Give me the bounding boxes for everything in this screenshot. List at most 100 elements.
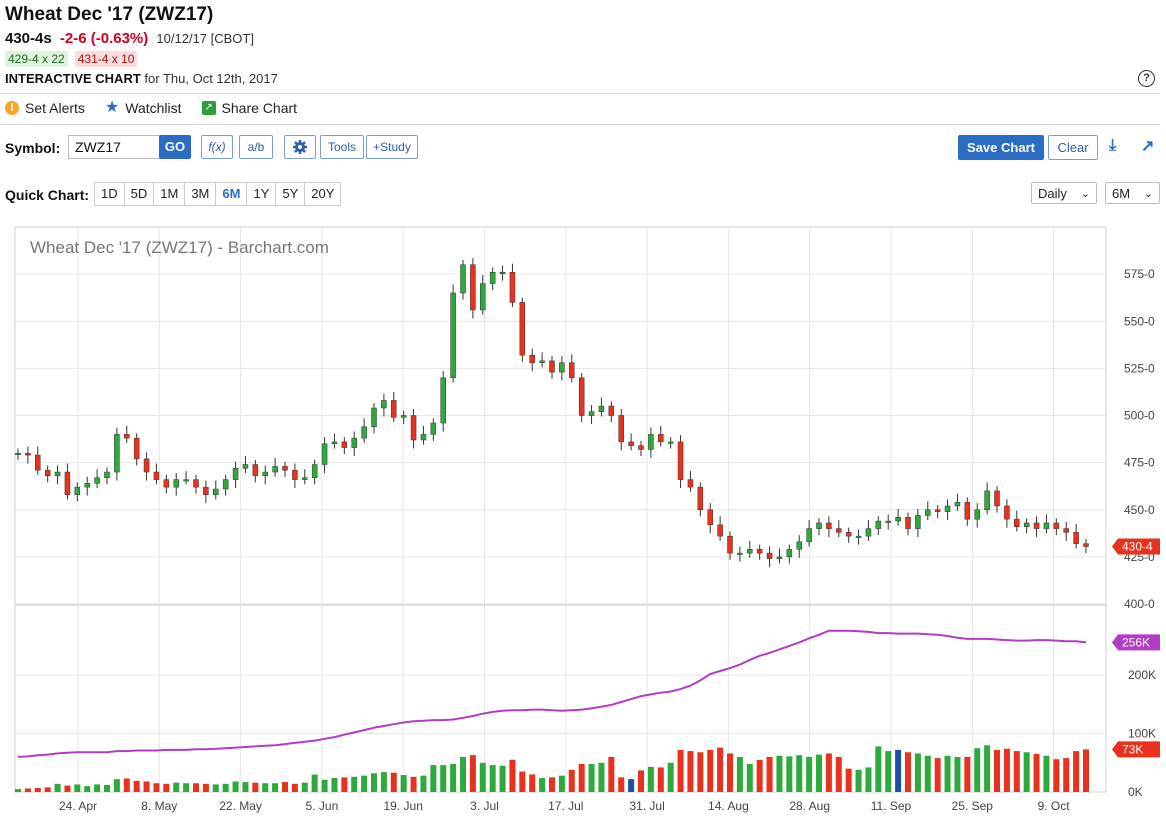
volume-tag: 73K (1122, 742, 1143, 756)
volume-bar (173, 782, 180, 792)
interval-select[interactable]: Daily ⌄ (1031, 182, 1097, 204)
volume-bar (341, 777, 348, 792)
candle-body (826, 522, 832, 529)
candle-body (460, 264, 466, 294)
volume-bar (835, 756, 842, 792)
quick-chart-1d[interactable]: 1D (94, 182, 125, 206)
candle-body (786, 549, 793, 558)
interval-value: Daily (1038, 186, 1067, 201)
volume-bar (460, 756, 466, 792)
candle-body (915, 515, 921, 529)
candle-body (1004, 505, 1010, 520)
volume-bar (628, 779, 635, 792)
tools-button[interactable]: Tools (320, 135, 364, 159)
price-tick-label: 525-0 (1124, 361, 1155, 375)
volume-bar (410, 776, 417, 792)
volume-bar (964, 756, 971, 792)
volume-bar (984, 745, 991, 792)
candle-body (302, 477, 308, 480)
volume-bar (222, 783, 229, 792)
time-tick-label: 24. Apr (59, 799, 97, 813)
volume-bar (549, 777, 555, 792)
settings-button[interactable] (284, 135, 316, 159)
help-icon[interactable]: ? (1138, 70, 1155, 87)
symbol-label: Symbol: (5, 140, 61, 156)
watchlist-button[interactable]: ★ Watchlist (104, 99, 182, 117)
volume-bar (64, 785, 71, 792)
quote-meta: 10/12/17 [CBOT] (156, 31, 254, 46)
add-study-button[interactable]: +Study (366, 135, 418, 159)
candle-body (292, 469, 298, 480)
candle-body (905, 517, 911, 529)
volume-bar (638, 770, 644, 792)
last-price: 430-4s (5, 30, 52, 47)
star-icon: ★ (104, 99, 120, 116)
candle-body (104, 471, 110, 478)
candle-body (658, 434, 664, 443)
volume-bar (104, 784, 110, 792)
candle-body (638, 445, 644, 450)
candle-body (410, 415, 417, 441)
quick-chart-1m[interactable]: 1M (153, 182, 186, 206)
download-icon[interactable]: ⤓ (1109, 137, 1117, 154)
price-tick-label: 450-0 (1124, 503, 1155, 517)
quick-chart-5y[interactable]: 5Y (275, 182, 306, 206)
value-tags: 430-4 256K 73K (1112, 538, 1160, 758)
quick-chart-3m[interactable]: 3M (184, 182, 217, 206)
candle-body (836, 528, 842, 533)
volume-bar (262, 783, 269, 792)
ratio-button[interactable]: a/b (239, 135, 273, 159)
candle-body (35, 454, 41, 471)
volume-bar (568, 769, 575, 792)
quick-chart-5d[interactable]: 5D (123, 182, 155, 206)
save-chart-button[interactable]: Save Chart (958, 135, 1044, 160)
candle-body (509, 271, 516, 303)
candle-body (964, 501, 971, 520)
volume-bar (351, 776, 358, 792)
function-button[interactable]: f(x) (201, 135, 233, 159)
go-button[interactable]: GO (159, 135, 191, 159)
candle-body (816, 522, 822, 529)
volume-bars (15, 745, 1089, 792)
volume-bar (242, 782, 249, 792)
candle-body (796, 541, 802, 550)
symbol-input[interactable] (68, 135, 162, 159)
candle-body (25, 452, 31, 456)
volume-bar (1053, 759, 1060, 792)
volume-bar (1043, 755, 1050, 792)
volume-bar (944, 755, 951, 792)
set-alerts-button[interactable]: ! Set Alerts (5, 100, 85, 116)
candle-body (1073, 532, 1079, 544)
candle-body (865, 528, 872, 537)
volume-bar (282, 782, 288, 792)
candle-body (400, 415, 407, 418)
candle-body (885, 520, 891, 523)
price-chart[interactable]: Wheat Dec '17 (ZWZ17) - Barchart.com 575… (0, 222, 1166, 819)
share-chart-button[interactable]: ↗ Share Chart (201, 100, 297, 116)
volume-bar (291, 783, 298, 792)
candle-body (252, 464, 259, 477)
candle-body (440, 377, 446, 424)
last-price-tag-bg (1112, 538, 1160, 555)
quick-chart-1y[interactable]: 1Y (246, 182, 277, 206)
candle-body (94, 477, 100, 484)
quick-chart-20y[interactable]: 20Y (304, 182, 342, 206)
candle-body (984, 490, 990, 510)
candle-body (875, 520, 882, 529)
candle-body (756, 549, 763, 554)
candle-body (1033, 522, 1040, 529)
clear-button[interactable]: Clear (1048, 135, 1098, 160)
period-select[interactable]: 6M ⌄ (1105, 182, 1160, 204)
action-bar: ! Set Alerts ★ Watchlist ↗ Share Chart (5, 100, 297, 116)
candle-body (1043, 522, 1050, 529)
candle-body (519, 302, 526, 356)
share-icon: ↗ (201, 101, 216, 115)
volume-bar (776, 755, 783, 792)
interactive-chart-caption: INTERACTIVE CHART for Thu, Oct 12th, 201… (5, 71, 278, 86)
candle-body (747, 549, 753, 554)
volume-bar (133, 780, 140, 792)
quick-chart-6m[interactable]: 6M (215, 182, 248, 206)
candles (15, 258, 1089, 568)
expand-icon[interactable]: ↗ (1141, 138, 1155, 155)
volume-bar (1023, 752, 1030, 792)
